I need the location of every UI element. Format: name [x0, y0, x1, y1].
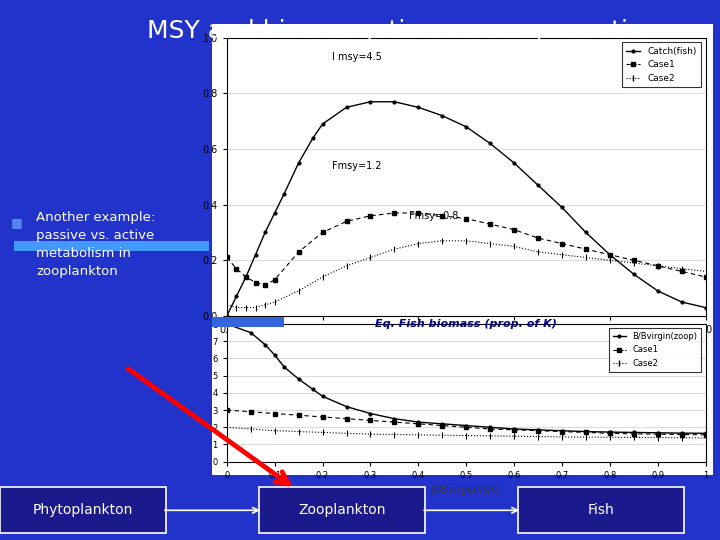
Text: MSY and bioenergetic overcompensation: MSY and bioenergetic overcompensation	[147, 19, 660, 43]
Legend: B/Bvirgin(zoop), Case1, Case2: B/Bvirgin(zoop), Case1, Case2	[609, 328, 701, 372]
Text: Fmsy=1.2: Fmsy=1.2	[332, 160, 382, 171]
Text: Fmsy=0.8: Fmsy=0.8	[409, 211, 458, 220]
Text: Zooplankton: Zooplankton	[298, 503, 386, 517]
Text: Eq. Fish biomass (prop. of K): Eq. Fish biomass (prop. of K)	[375, 319, 557, 329]
Text: Fish: Fish	[588, 503, 615, 517]
Text: ■: ■	[11, 216, 22, 229]
Text: Another example:
passive vs. active
metabolism in
zooplankton: Another example: passive vs. active meta…	[36, 211, 156, 278]
Legend: Catch(fish), Case1, Case2: Catch(fish), Case1, Case2	[622, 42, 701, 87]
X-axis label: D/Dvirgin(fish): D/Dvirgin(fish)	[431, 485, 502, 495]
Text: Phytoplankton: Phytoplankton	[32, 503, 133, 517]
Text: I msy=4.5: I msy=4.5	[332, 52, 382, 62]
